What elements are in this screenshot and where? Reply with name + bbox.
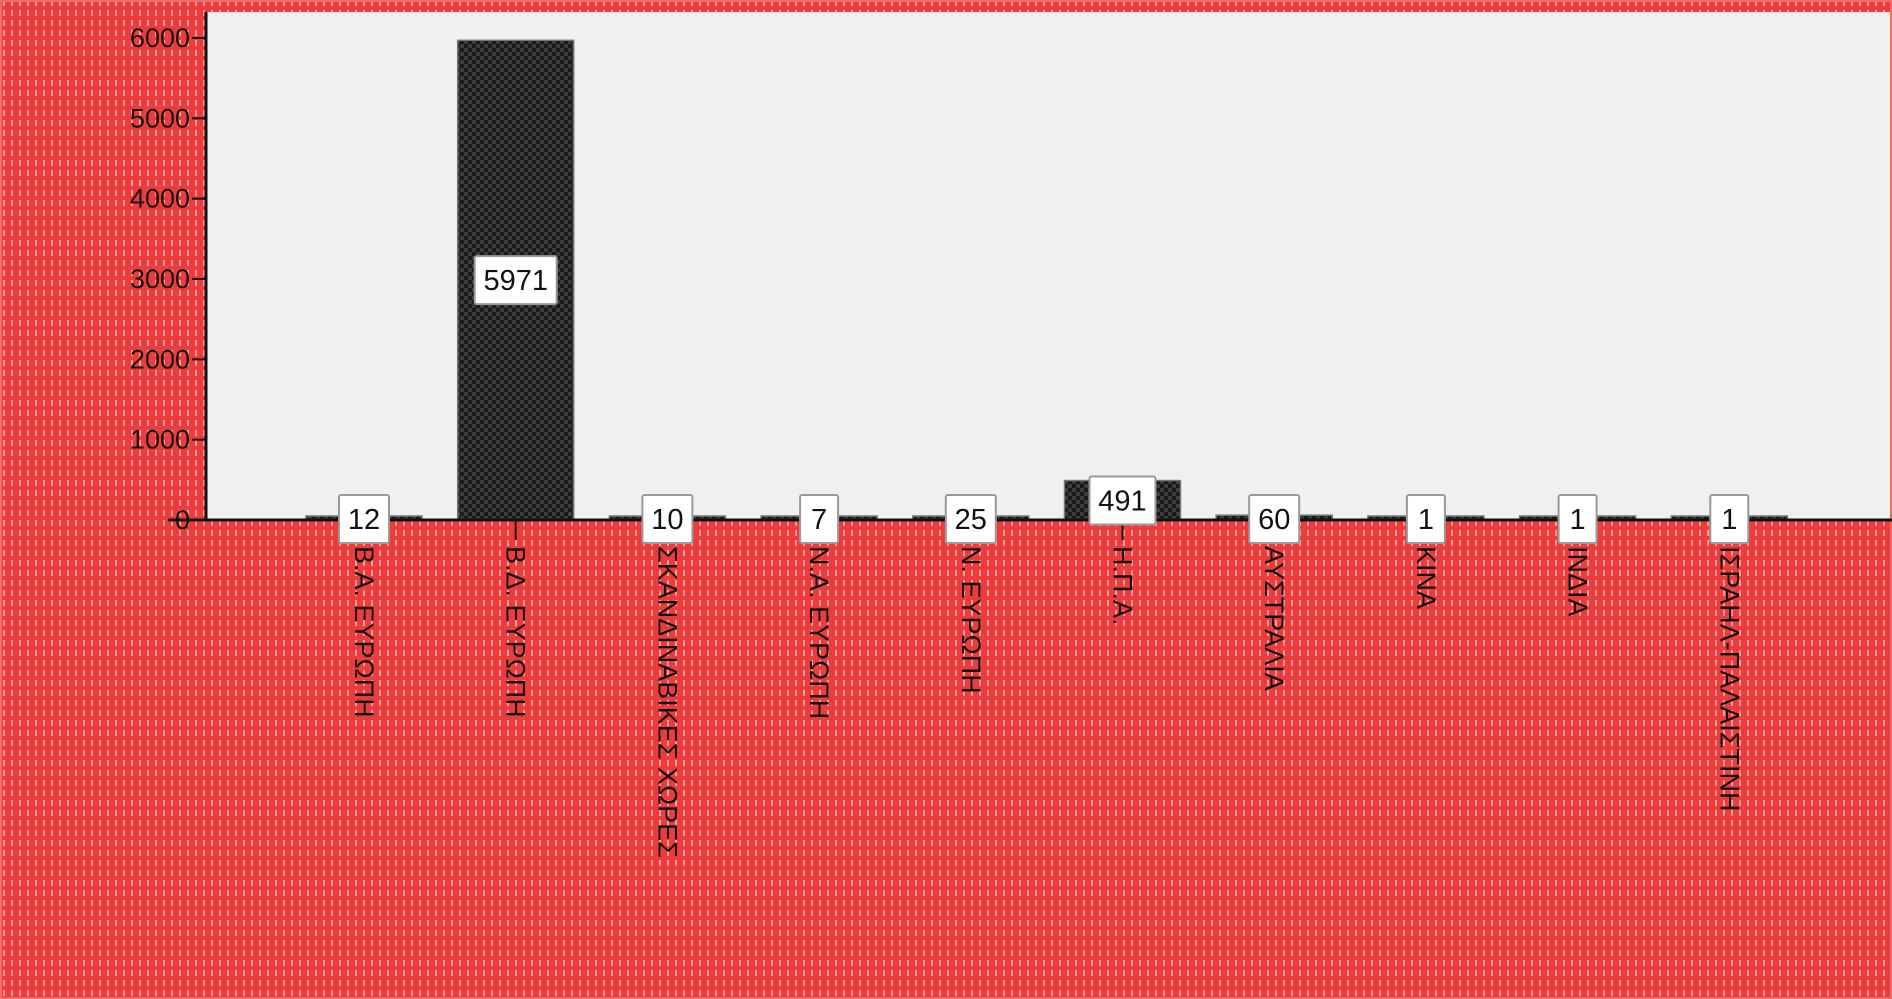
data-label-box [473, 255, 558, 306]
y-tick-label: 1000 [130, 425, 190, 455]
y-tick-label: 6000 [130, 23, 190, 53]
data-label-box [1709, 494, 1750, 544]
data-label: 10 [651, 504, 683, 536]
data-label: 1 [1721, 504, 1737, 536]
data-label-box [1248, 494, 1301, 544]
category-label: Β.Δ. ΕΥΡΩΠΗ [501, 546, 531, 718]
category-label: ΚΙΝΑ [1411, 546, 1441, 609]
category-label: Η.Π.Α. [1108, 546, 1138, 626]
category-label: ΙΣΡΑΗΛ-ΠΑΛΑΙΣΤΙΝΗ [1714, 546, 1744, 811]
data-label-box [944, 494, 997, 544]
category-label: Ν. ΕΥΡΩΠΗ [956, 546, 986, 694]
y-tick-label: 2000 [130, 344, 190, 374]
data-label-box [1088, 475, 1157, 526]
data-label: 1 [1570, 504, 1586, 536]
category-label: Ν.Α. ΕΥΡΩΠΗ [804, 546, 834, 719]
category-label: ΑΥΣΤΡΑΛΙΑ [1259, 546, 1289, 691]
y-tick-label: 3000 [130, 264, 190, 294]
category-label: Β.Α. ΕΥΡΩΠΗ [349, 546, 379, 718]
category-label: ΙΝΔΙΑ [1563, 546, 1593, 617]
data-label-box [641, 494, 694, 544]
data-labels: 12 5971 10 7 25 491 60 1 1 1 [338, 255, 1750, 544]
data-label-box [1557, 494, 1598, 544]
data-label: 491 [1098, 486, 1146, 518]
data-label: 60 [1258, 504, 1290, 536]
data-label: 25 [955, 504, 987, 536]
y-tick-label: 4000 [130, 184, 190, 214]
data-label-box [1405, 494, 1446, 544]
data-label: 7 [811, 504, 827, 536]
y-tick-label: 5000 [130, 103, 190, 133]
data-label-box [799, 494, 840, 544]
x-axis: Β.Α. ΕΥΡΩΠΗ Β.Δ. ΕΥΡΩΠΗ ΣΚΑΝΔΙΝΑΒΙΚΕΣ ΧΩΡΕ… [168, 518, 1892, 858]
data-label-box [338, 494, 390, 544]
data-label: 1 [1418, 504, 1434, 536]
data-label: 12 [348, 504, 380, 536]
data-label: 5971 [483, 265, 548, 297]
category-label: ΣΚΑΝΔΙΝΑΒΙΚΕΣ ΧΩΡΕΣ [652, 546, 682, 858]
